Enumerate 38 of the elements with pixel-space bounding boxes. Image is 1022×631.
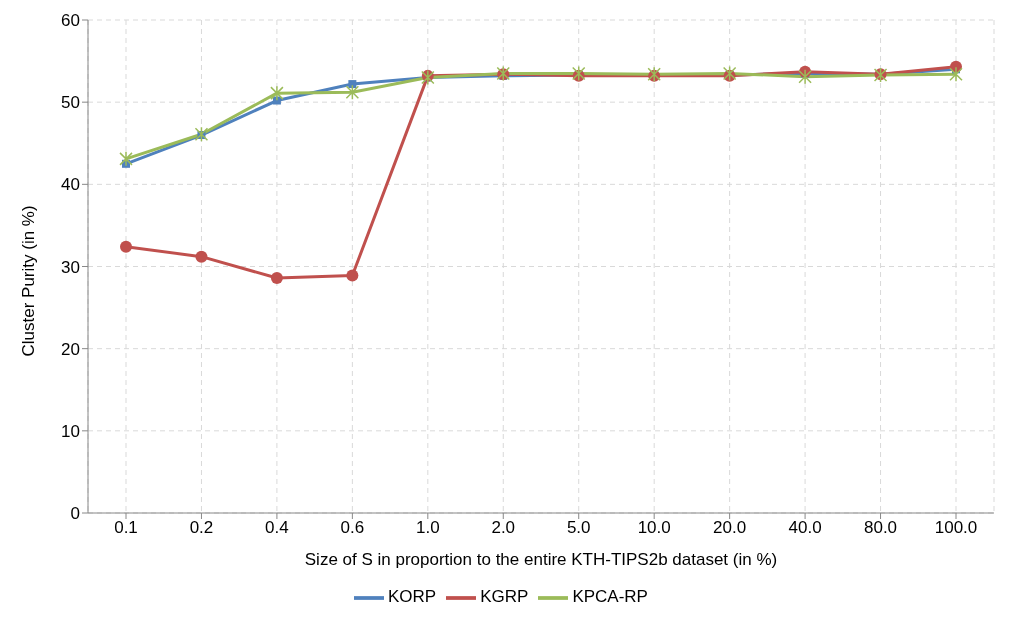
point [345,84,360,101]
point [270,85,284,101]
x-tick-label: 0.4 [265,518,289,538]
point [194,126,209,142]
y-tick-label: 30 [61,257,80,277]
x-tick-label: 0.1 [114,518,138,538]
y-tick-label: 0 [70,504,80,524]
x-tick-label: 100.0 [934,518,978,538]
x-tick-label: 1.0 [416,518,440,538]
y-tick-label: 10 [61,421,80,441]
x-tick-label: 80.0 [864,518,898,538]
point [571,65,586,82]
y-tick-label: 40 [61,175,80,195]
point [270,272,283,284]
point [119,151,133,167]
point [120,240,132,253]
point [195,250,208,263]
x-axis-title: Size of S in proportion to the entire KTH-TIPS2b dataset (in %) [304,550,778,569]
point [348,80,357,89]
y-axis-title: Cluster Purity (in %) [19,205,39,357]
x-tick-label: 5.0 [566,518,591,538]
point [346,269,359,282]
x-tick-label: 10.0 [637,518,671,538]
y-tick-label: 60 [61,11,80,31]
y-tick-label: 20 [61,339,80,359]
point [421,69,435,86]
legend-label: KPCA-RP [572,587,648,607]
x-tick-label: 2.0 [491,518,516,538]
x-tick-label: 0.2 [189,518,214,538]
point [949,66,963,82]
point [798,68,812,85]
x-tick-label: 0.6 [340,518,365,538]
legend-label: KGRP [480,587,529,607]
x-tick-label: 20.0 [713,518,747,538]
y-tick-label: 50 [61,93,80,113]
legend-label: KORP [388,587,437,607]
point [722,65,737,82]
x-tick-label: 40.0 [788,518,822,538]
